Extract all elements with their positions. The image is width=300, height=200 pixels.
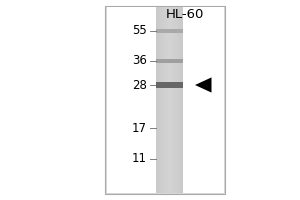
- Bar: [164, 7, 165, 193]
- Bar: [173, 7, 174, 193]
- Bar: [160, 7, 161, 193]
- Bar: [156, 29, 183, 33]
- Text: 55: 55: [132, 24, 147, 38]
- FancyBboxPatch shape: [105, 6, 225, 194]
- Bar: [161, 7, 162, 193]
- Bar: [182, 7, 183, 193]
- Bar: [172, 7, 173, 193]
- Bar: [169, 7, 170, 193]
- Bar: [176, 7, 177, 193]
- Bar: [156, 7, 157, 193]
- Bar: [180, 7, 181, 193]
- Bar: [171, 7, 172, 193]
- Text: 36: 36: [132, 54, 147, 68]
- Bar: [167, 7, 168, 193]
- Bar: [168, 7, 169, 193]
- FancyBboxPatch shape: [106, 7, 224, 193]
- Bar: [174, 7, 175, 193]
- Text: 11: 11: [132, 152, 147, 166]
- Bar: [165, 7, 166, 193]
- Bar: [175, 7, 176, 193]
- Bar: [157, 7, 158, 193]
- Text: 17: 17: [132, 121, 147, 134]
- Text: 28: 28: [132, 79, 147, 92]
- Bar: [178, 7, 179, 193]
- Bar: [156, 59, 183, 63]
- Bar: [160, 7, 161, 193]
- Bar: [158, 7, 159, 193]
- Polygon shape: [195, 77, 211, 93]
- Text: HL-60: HL-60: [165, 8, 204, 21]
- Bar: [177, 7, 178, 193]
- Bar: [159, 7, 160, 193]
- Bar: [181, 7, 182, 193]
- Bar: [169, 7, 170, 193]
- Bar: [163, 7, 164, 193]
- Bar: [170, 7, 171, 193]
- Bar: [179, 7, 180, 193]
- Bar: [156, 82, 183, 88]
- Bar: [166, 7, 167, 193]
- Bar: [162, 7, 163, 193]
